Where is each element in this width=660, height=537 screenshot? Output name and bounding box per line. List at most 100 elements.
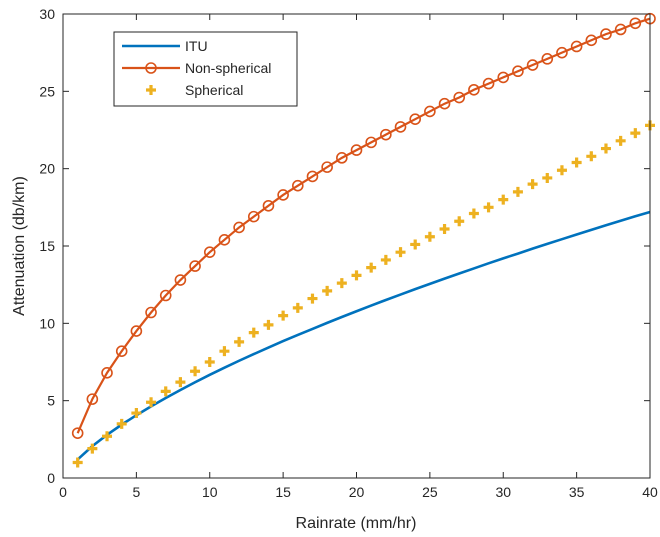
spherical-point — [190, 366, 201, 377]
legend: ITU Non-spherical Spherical — [113, 31, 298, 107]
spherical-point — [366, 262, 377, 273]
non-spherical-point — [600, 28, 612, 40]
spherical-point — [87, 443, 98, 454]
spherical-point — [263, 319, 274, 330]
x-tick-label: 0 — [59, 484, 67, 500]
spherical-point — [116, 418, 127, 429]
x-tick-label: 10 — [202, 484, 218, 500]
x-tick-label: 40 — [642, 484, 658, 500]
non-spherical-point — [262, 199, 275, 212]
spherical-point — [292, 302, 303, 313]
spherical-point — [307, 293, 318, 304]
non-spherical-point — [130, 325, 143, 337]
spherical-point — [204, 357, 215, 367]
spherical-point — [498, 194, 509, 205]
spherical-point — [615, 135, 626, 146]
non-spherical-point — [556, 46, 568, 59]
spherical-point — [248, 327, 259, 338]
spherical-point — [102, 431, 113, 442]
non-spherical-point — [482, 77, 495, 90]
non-spherical-point — [350, 144, 363, 156]
spherical-point — [175, 377, 186, 388]
spherical-point — [527, 179, 538, 190]
non-spherical-point — [453, 91, 466, 104]
non-spherical-point — [189, 260, 201, 272]
spherical-point — [160, 386, 171, 397]
spherical-point — [278, 310, 289, 321]
legend-entry-spherical: Spherical — [146, 82, 243, 98]
spherical-point — [395, 247, 406, 258]
non-spherical-point — [380, 128, 392, 141]
spherical-point — [351, 270, 362, 281]
non-spherical-point — [277, 189, 289, 201]
non-spherical-line — [76, 17, 651, 434]
x-tick-label: 20 — [349, 484, 365, 500]
non-spherical-point — [365, 136, 377, 149]
spherical-point — [410, 239, 421, 250]
y-tick-label: 10 — [39, 315, 55, 331]
non-spherical-point — [468, 83, 480, 96]
spherical-point — [483, 202, 494, 213]
non-spherical-point — [101, 367, 113, 379]
legend-label-spherical: Spherical — [185, 82, 243, 98]
spherical-point — [336, 278, 347, 289]
non-spherical-point — [233, 221, 245, 234]
non-spherical-point — [291, 179, 304, 192]
non-spherical-point — [570, 40, 583, 53]
spherical-point — [586, 151, 597, 162]
series-non-spherical — [71, 12, 656, 439]
non-spherical-point — [438, 97, 451, 110]
non-spherical-point — [86, 393, 99, 405]
spherical-point — [542, 172, 553, 183]
legend-spherical-point — [146, 85, 156, 95]
non-spherical-point — [174, 274, 187, 286]
non-spherical-point — [247, 210, 260, 223]
non-spherical-point — [497, 71, 510, 84]
series-itu — [76, 210, 651, 461]
non-spherical-point — [115, 345, 128, 357]
spherical-point — [234, 336, 245, 347]
y-tick-label: 15 — [39, 238, 55, 254]
spherical-point — [72, 457, 83, 468]
non-spherical-point — [409, 113, 422, 125]
non-spherical-point — [629, 17, 642, 30]
non-spherical-point — [614, 23, 627, 36]
spherical-point — [219, 346, 230, 357]
non-spherical-point — [159, 289, 172, 302]
spherical-point — [556, 165, 567, 176]
x-tick-label: 35 — [569, 484, 585, 500]
x-tick-label: 5 — [132, 484, 140, 500]
spherical-point — [600, 143, 611, 154]
legend-non-spherical-point — [145, 62, 157, 74]
non-spherical-point — [71, 427, 84, 439]
x-tick-label: 30 — [495, 484, 511, 500]
spherical-point — [571, 157, 582, 168]
itu-line — [76, 210, 651, 461]
non-spherical-point — [512, 65, 524, 78]
spherical-point — [630, 128, 641, 139]
spherical-point — [424, 231, 435, 242]
axis-layer: 0 5 10 15 20 25 30 35 40 0 5 10 15 20 25 30 — [39, 6, 658, 500]
non-spherical-point — [585, 34, 598, 47]
legend-label-non-spherical: Non-spherical — [185, 60, 271, 76]
non-spherical-point — [424, 105, 436, 118]
x-tick-label: 25 — [422, 484, 438, 500]
non-spherical-point — [218, 234, 231, 246]
spherical-point — [146, 397, 157, 408]
legend-entry-itu: ITU — [122, 38, 208, 54]
spherical-point — [322, 285, 333, 296]
legend-entry-non-spherical: Non-spherical — [122, 60, 271, 76]
non-spherical-point — [336, 152, 348, 164]
y-tick-label: 0 — [47, 470, 55, 486]
non-spherical-point — [145, 306, 157, 319]
spherical-point — [380, 254, 391, 265]
legend-label-itu: ITU — [185, 38, 208, 54]
y-tick-label: 5 — [47, 393, 55, 409]
spherical-point — [131, 408, 142, 419]
spherical-point — [512, 186, 523, 197]
non-spherical-point — [203, 246, 216, 258]
y-tick-label: 25 — [39, 83, 55, 99]
non-spherical-point — [321, 161, 333, 173]
non-spherical-point — [526, 59, 539, 71]
